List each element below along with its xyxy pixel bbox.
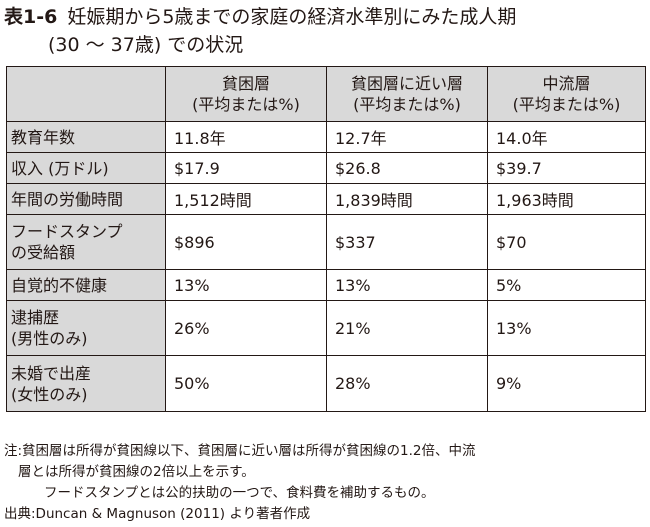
row-label: 収入 (万ドル) (6, 152, 166, 184)
header-near-poor: 貧困層に近い層 (平均または%) (326, 66, 488, 122)
table-cell: 50% (165, 355, 327, 412)
row-label-text: 自覚的不健康 (11, 275, 108, 295)
row-label: 年間の労働時間 (6, 183, 166, 215)
row-label: 教育年数 (6, 121, 166, 153)
table-cell: 1,512時間 (165, 183, 327, 215)
row-label: 未婚で出産 (女性のみ) (6, 355, 166, 412)
source-line: 出典:Duncan & Magnuson (2011) より著者作成 (4, 506, 311, 522)
table-cell: 11.8年 (165, 121, 327, 153)
row-label-text: 逮捕歴 (11, 308, 60, 327)
row-label: 自覚的不健康 (6, 269, 166, 301)
header-near-poor-label: 貧困層に近い層 (350, 74, 463, 93)
title-line-1: 表1-6 妊娠期から5歳までの家庭の経済水準別にみた成人期 (4, 3, 644, 31)
header-near-poor-sub: (平均または%) (353, 95, 461, 114)
table-cell: 5% (487, 269, 646, 301)
table-cell: $70 (487, 214, 646, 270)
data-table: 貧困層 (平均または%) 貧困層に近い層 (平均または%) 中流層 (平均または%) … (6, 66, 646, 412)
table-row: フードスタンプ の受給額 $896 $337 $70 (6, 214, 646, 270)
table-cell: 1,963時間 (487, 183, 646, 215)
table-row: 逮捕歴 (男性のみ) 26% 21% 13% (6, 300, 646, 356)
table-cell: 13% (165, 269, 327, 301)
row-label-text-2: (女性のみ) (11, 384, 88, 404)
header-middle-label: 中流層 (542, 74, 591, 93)
row-label-text: 未婚で出産 (11, 363, 92, 383)
table-notes: 注:貧困層は所得が貧困線以下、貧困層に近い層は所得が貧困線の1.2倍、中流 層と… (4, 441, 648, 525)
table-cell: 1,839時間 (326, 183, 488, 215)
table-cell: $337 (326, 214, 488, 270)
table-row: 教育年数 11.8年 12.7年 14.0年 (6, 121, 646, 153)
header-row: 貧困層 (平均または%) 貧困層に近い層 (平均または%) 中流層 (平均または%) (6, 66, 646, 122)
row-label-text: 年間の労働時間 (11, 189, 124, 209)
title-text-1: 妊娠期から5歳までの家庭の経済水準別にみた成人期 (67, 6, 517, 28)
table-cell: $39.7 (487, 152, 646, 184)
row-label-text-2: の受給額 (11, 243, 76, 262)
note-line-3: フードスタンプとは公的扶助の一つで、食料費を補助するもの。 (44, 485, 435, 501)
header-poor-label: 貧困層 (221, 74, 270, 93)
row-label-text: 収入 (万ドル) (11, 158, 109, 178)
header-poor-sub: (平均または%) (192, 95, 300, 114)
row-label-text-2: (男性のみ) (11, 329, 88, 348)
table-cell: 26% (165, 300, 327, 356)
row-label: フードスタンプ の受給額 (6, 214, 166, 270)
header-middle: 中流層 (平均または%) (487, 66, 646, 122)
note-line-1: 注:貧困層は所得が貧困線以下、貧困層に近い層は所得が貧困線の1.2倍、中流 (4, 443, 476, 459)
table-row: 未婚で出産 (女性のみ) 50% 28% 9% (6, 355, 646, 412)
row-label-text: フードスタンプ (11, 222, 123, 241)
note-line-2: 層とは所得が貧困線の2倍以上を示す。 (18, 464, 255, 480)
header-poor: 貧困層 (平均または%) (165, 66, 327, 122)
table-cell: 9% (487, 355, 646, 412)
table-cell: 12.7年 (326, 121, 488, 153)
table-cell: 21% (326, 300, 488, 356)
table-cell: 14.0年 (487, 121, 646, 153)
table-cell: $896 (165, 214, 327, 270)
header-empty (6, 66, 166, 122)
header-middle-sub: (平均または%) (512, 95, 621, 114)
table-row: 年間の労働時間 1,512時間 1,839時間 1,963時間 (6, 183, 646, 215)
table-cell: $17.9 (165, 152, 327, 184)
figure-number: 表1-6 (4, 6, 58, 28)
row-label-text: 教育年数 (11, 127, 76, 147)
table-row: 自覚的不健康 13% 13% 5% (6, 269, 646, 301)
table-cell: 13% (326, 269, 488, 301)
table-cell: $26.8 (326, 152, 488, 184)
row-label: 逮捕歴 (男性のみ) (6, 300, 166, 356)
table-cell: 28% (326, 355, 488, 412)
table-row: 収入 (万ドル) $17.9 $26.8 $39.7 (6, 152, 646, 184)
table-cell: 13% (487, 300, 646, 356)
table-title: 表1-6 妊娠期から5歳までの家庭の経済水準別にみた成人期 (30 ～ 37歳) … (4, 3, 644, 59)
title-line-2: (30 ～ 37歳) での状況 (48, 34, 244, 56)
